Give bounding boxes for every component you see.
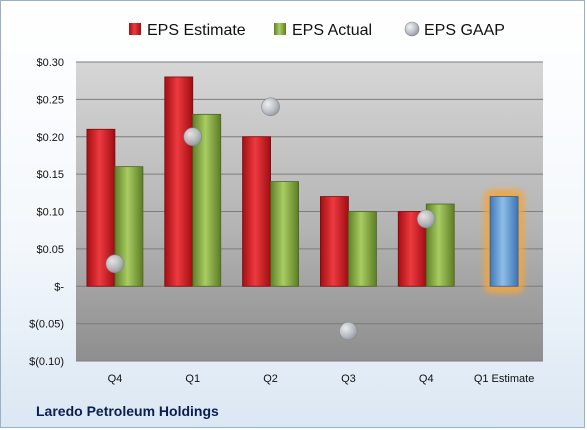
y-tick-label: $(0.10) [29, 356, 64, 368]
eps-estimate-bar [397, 211, 427, 287]
legend-label: EPS Actual [292, 22, 372, 39]
y-tick-label: $0.25 [36, 94, 64, 106]
eps-gaap-point [261, 97, 280, 117]
x-tick-label: Q1 [185, 373, 200, 385]
y-axis-labels: $0.30 $0.25 $0.20 $0.15 $0.10 $0.05 $- $(0.05) $… [29, 57, 64, 368]
x-tick-label: Q4 [419, 373, 434, 385]
eps-actual-bar [270, 181, 299, 287]
eps-actual-bar [348, 211, 377, 287]
eps-estimate-bar [164, 76, 194, 287]
eps-gaap-point [339, 321, 358, 341]
legend-label: EPS GAAP [424, 22, 505, 39]
legend-label: EPS Estimate [147, 22, 246, 39]
y-tick-label: $0.30 [36, 57, 64, 69]
y-tick-label: $0.05 [36, 244, 64, 256]
x-tick-label: Q2 [263, 373, 278, 385]
eps-gaap-point [105, 254, 125, 274]
legend: EPS Estimate EPS Actual EPS GAAP [129, 21, 505, 39]
legend-swatch [274, 23, 286, 35]
eps-estimate-bar [320, 196, 349, 287]
eps-actual-bar [114, 166, 144, 287]
x-tick-label: Q3 [341, 373, 356, 385]
legend-swatch [129, 23, 141, 35]
company-name: Laredo Petroleum Holdings [36, 403, 219, 419]
eps-gaap-point [416, 209, 436, 229]
x-tick-label: Q1 Estimate [474, 373, 535, 385]
y-tick-label: $0.20 [36, 132, 64, 144]
gridlines [76, 61, 543, 362]
chart-marks [86, 76, 525, 341]
y-tick-label: $(0.05) [29, 319, 64, 331]
eps-forecast-bar [489, 196, 519, 287]
legend-swatch [404, 21, 420, 37]
eps-estimate-bar [242, 136, 271, 287]
eps-gaap-point [183, 127, 203, 147]
x-axis-labels: Q4 Q1 Q2 Q3 Q4 Q1 Estimate [108, 373, 535, 385]
y-tick-label: $0.15 [36, 169, 64, 181]
y-tick-label: $- [54, 281, 64, 293]
x-tick-label: Q4 [108, 373, 123, 385]
y-tick-label: $0.10 [36, 207, 64, 219]
